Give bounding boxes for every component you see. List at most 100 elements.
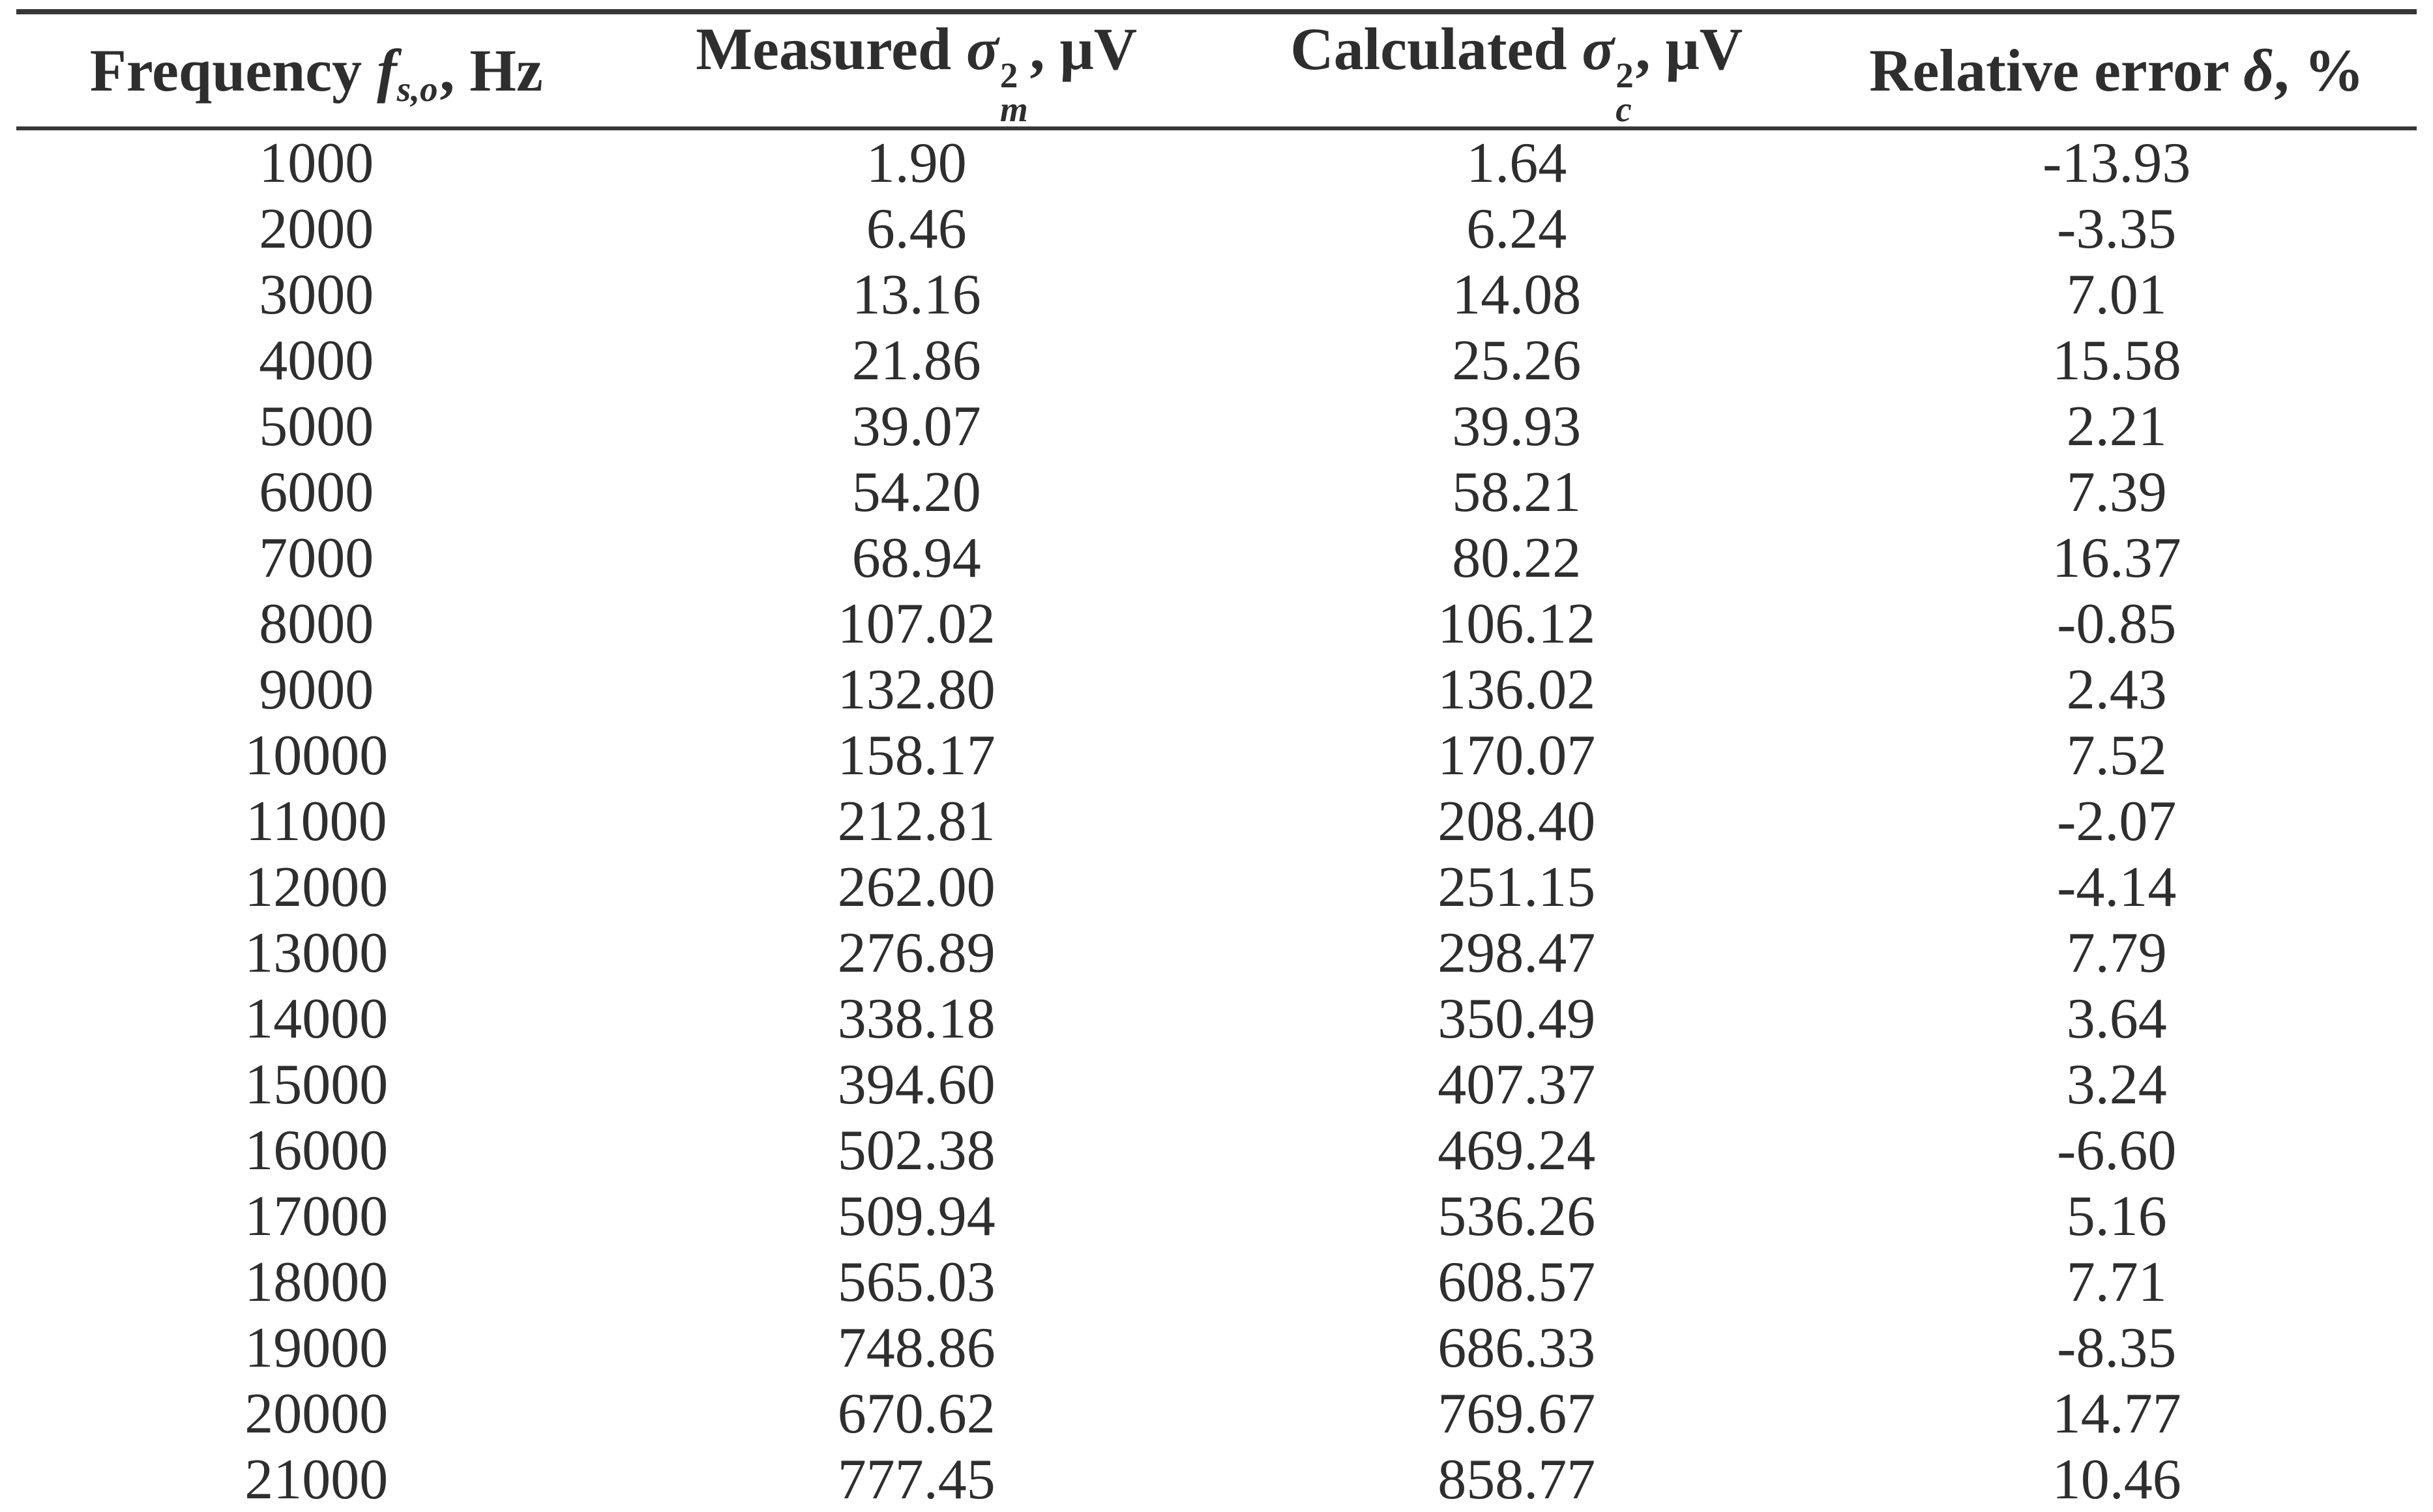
table-row: 12000 262.00 251.15 -4.14 — [16, 854, 2417, 920]
table-cell: 54.20 — [851, 461, 981, 525]
table-cell: 7.52 — [2066, 724, 2167, 788]
table-row: 16000 502.38 469.24 -6.60 — [16, 1118, 2417, 1184]
table-cell: 212.81 — [837, 790, 995, 854]
table-cell: 14000 — [244, 987, 389, 1051]
math-symbol-f: f — [377, 37, 397, 104]
table-cell: 251.15 — [1438, 856, 1596, 920]
table-cell: 3.24 — [2066, 1053, 2167, 1117]
table-cell: 39.07 — [851, 395, 981, 459]
math-superscript: 2 — [999, 55, 1018, 95]
table-cell: 509.94 — [837, 1185, 995, 1249]
math-subscript: c — [1615, 89, 1632, 130]
table-cell: 858.77 — [1438, 1448, 1596, 1512]
header-text: Calculated — [1290, 16, 1582, 82]
table-cell: 469.24 — [1438, 1119, 1596, 1183]
table-cell: 16000 — [244, 1119, 389, 1183]
table-cell: 16.37 — [2052, 527, 2181, 590]
table-cell: 14.77 — [2052, 1382, 2181, 1446]
table-cell: 25.26 — [1452, 329, 1582, 393]
table-cell: 19000 — [244, 1316, 389, 1380]
table-cell: 15.58 — [2052, 329, 2181, 393]
table-cell: 170.07 — [1438, 724, 1596, 788]
table-cell: 3000 — [259, 263, 374, 327]
table-cell: 338.18 — [837, 987, 995, 1051]
math-symbol-sigma: σ — [1582, 16, 1615, 82]
table-cell: 2000 — [259, 197, 374, 261]
table-cell: -8.35 — [2057, 1316, 2177, 1380]
table-row: 5000 39.07 39.93 2.21 — [16, 394, 2417, 459]
table-cell: 686.33 — [1438, 1316, 1596, 1380]
table-row: 18000 565.03 608.57 7.71 — [16, 1249, 2417, 1315]
table-row: 1000 1.90 1.64 -13.93 — [16, 128, 2417, 196]
header-unit: , Hz — [439, 37, 543, 104]
table-cell: 39.93 — [1452, 395, 1582, 459]
table-cell: -0.85 — [2057, 592, 2177, 656]
header-text: Relative error — [1869, 37, 2244, 104]
table-cell: 608.57 — [1438, 1251, 1596, 1315]
table-cell: 68.94 — [851, 527, 981, 590]
table-cell: 13.16 — [851, 263, 981, 327]
table-cell: 769.67 — [1438, 1382, 1596, 1446]
table-cell: 3.64 — [2066, 987, 2167, 1051]
table-cell: 10000 — [244, 724, 389, 788]
col-header-frequency: Frequency fs,o, Hz — [16, 12, 617, 131]
table-cell: 350.49 — [1438, 987, 1596, 1051]
table-row: 19000 748.86 686.33 -8.35 — [16, 1315, 2417, 1381]
table-cell: 777.45 — [837, 1448, 995, 1512]
table-cell: 20000 — [244, 1382, 389, 1446]
table-cell: 565.03 — [837, 1251, 995, 1315]
table-cell: 394.60 — [837, 1053, 995, 1117]
math-subscript: s,o — [396, 68, 438, 109]
table-cell: 8000 — [259, 592, 374, 656]
table-cell: 7.01 — [2066, 263, 2167, 327]
table-row: 15000 394.60 407.37 3.24 — [16, 1052, 2417, 1118]
table-cell: 298.47 — [1438, 922, 1596, 985]
table-cell: 7000 — [259, 527, 374, 590]
table-cell: 15000 — [244, 1053, 389, 1117]
table-cell: 5.16 — [2066, 1185, 2167, 1249]
header-unit: , μV — [1029, 16, 1138, 82]
table-cell: 748.86 — [837, 1316, 995, 1380]
table-cell: 4000 — [259, 329, 374, 393]
header-text: Frequency — [89, 37, 377, 104]
table-cell: 536.26 — [1438, 1185, 1596, 1249]
table-cell: 1.90 — [866, 132, 967, 196]
table-cell: 13000 — [244, 922, 389, 985]
math-superscript: 2 — [1615, 55, 1634, 95]
table-row: 10000 158.17 170.07 7.52 — [16, 723, 2417, 789]
table-cell: 262.00 — [837, 856, 995, 920]
table-row: 13000 276.89 298.47 7.79 — [16, 920, 2417, 986]
header-unit: , % — [2274, 37, 2365, 104]
table-row: 7000 68.94 80.22 16.37 — [16, 525, 2417, 591]
table-cell: 10.46 — [2052, 1448, 2181, 1512]
table-body: 1000 1.90 1.64 -13.93 2000 6.46 6.24 -3.35 3000 1… — [16, 128, 2417, 1512]
table-row: 6000 54.20 58.21 7.39 — [16, 459, 2417, 525]
math-symbol-delta: δ — [2243, 37, 2275, 104]
table-cell: -2.07 — [2057, 790, 2177, 854]
table-cell: 6000 — [259, 461, 374, 525]
table-row: 21000 777.45 858.77 10.46 — [16, 1447, 2417, 1512]
table-cell: 2.21 — [2066, 395, 2167, 459]
table-cell: 106.12 — [1438, 592, 1596, 656]
math-subscript: m — [999, 89, 1028, 130]
col-header-relative-error: Relative error δ, % — [1816, 12, 2417, 131]
table-cell: 21.86 — [851, 329, 981, 393]
table-cell: 9000 — [259, 658, 374, 722]
math-symbol-sigma: σ — [966, 16, 999, 82]
table-cell: 5000 — [259, 395, 374, 459]
table-row: 3000 13.16 14.08 7.01 — [16, 262, 2417, 328]
table-cell: -4.14 — [2057, 856, 2177, 920]
table-cell: 1000 — [259, 132, 374, 196]
table-cell: -6.60 — [2057, 1119, 2177, 1183]
table-cell: 14.08 — [1452, 263, 1582, 327]
table-cell: 7.39 — [2066, 461, 2167, 525]
table-row: 14000 338.18 350.49 3.64 — [16, 986, 2417, 1052]
table-row: 4000 21.86 25.26 15.58 — [16, 328, 2417, 394]
